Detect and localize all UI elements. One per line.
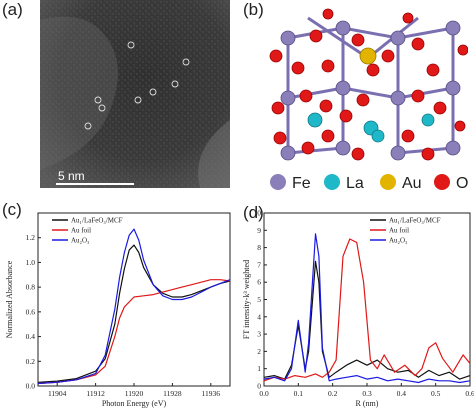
- y-axis-label: Normalized Absorbance: [5, 260, 14, 338]
- legend-label-1: Au foil: [71, 227, 91, 235]
- series-line-1: [37, 279, 231, 385]
- legend-label-1: Au foil: [389, 227, 409, 235]
- crystal-structure-canvas: [269, 8, 469, 161]
- x-tick-label-3: 0.3: [362, 389, 372, 398]
- y-axis-label: FT intensity-k³ weighted: [242, 260, 251, 339]
- legend-label-la: La: [346, 175, 364, 192]
- x-tick-label-4: 11936: [202, 389, 221, 398]
- x-tick-label-2: 11920: [125, 389, 144, 398]
- au-atom: [359, 47, 377, 65]
- bright-region-left: [40, 16, 118, 170]
- o-swatch-icon: [434, 174, 450, 190]
- la-atoms: [307, 112, 435, 143]
- panel-label-d: (d): [243, 203, 264, 222]
- legend-label-2: Au₂O₃: [389, 237, 408, 245]
- x-tick-label-4: 0.4: [397, 389, 407, 398]
- y-tick-label-2: 2: [257, 347, 261, 356]
- y-tick-label-3: 3: [257, 330, 261, 339]
- y-tick-label-3: 0.6: [26, 307, 36, 316]
- y-tick-label-10: 10: [254, 209, 262, 218]
- panel-label-b: (b): [243, 0, 264, 19]
- x-tick-label-5: 0.5: [431, 389, 441, 398]
- fe-swatch-icon: [270, 174, 286, 190]
- y-tick-label-0: 0: [257, 382, 261, 391]
- x-tick-label-0: 11904: [48, 389, 67, 398]
- y-tick-label-2: 0.4: [26, 332, 36, 341]
- y-tick-label-4: 0.8: [26, 283, 36, 292]
- single-atom-markers: [84, 41, 190, 130]
- y-tick-label-5: 5: [257, 295, 261, 304]
- legend-label-2: Au₂O₃: [71, 237, 90, 245]
- y-tick-label-9: 9: [257, 226, 261, 235]
- legend-item-la: La: [324, 174, 364, 192]
- crystal-structure: [268, 8, 469, 166]
- plot-frame: [37, 212, 231, 387]
- au-swatch-icon: [380, 174, 396, 190]
- plot-frame: [263, 212, 471, 387]
- y-tick-label-6: 1.2: [26, 233, 36, 242]
- legend-item-au: Au: [380, 174, 422, 192]
- x-tick-label-0: 0.0: [259, 389, 269, 398]
- legend-item-o: O: [434, 174, 468, 192]
- y-tick-label-5: 1.0: [26, 258, 36, 267]
- stem-image-canvas: 5 nm: [40, 0, 230, 188]
- x-axis-label: Photon Energy (eV): [102, 399, 167, 408]
- panel-label-c: (c): [2, 200, 22, 219]
- legend-label-fe: Fe: [292, 175, 311, 192]
- legend-label-au: Au: [402, 175, 422, 192]
- series-line-0: [263, 260, 471, 380]
- y-tick-label-1: 0.2: [26, 357, 36, 366]
- y-tick-label-8: 8: [257, 243, 261, 252]
- x-tick-label-3: 11928: [163, 389, 182, 398]
- x-tick-label-6: 0.6: [465, 389, 474, 398]
- x-tick-label-1: 0.1: [294, 389, 304, 398]
- la-swatch-icon: [324, 174, 340, 190]
- scale-bar-label: 5 nm: [58, 169, 85, 183]
- atom-legend: Fe La Au O: [270, 174, 468, 192]
- exafs-chart: 0.0 0.1 0.2 0.3 0.4 0.5 0.6 0 1 2 3 4 5 6 7 8 9 10 R (nm) F…: [242, 209, 474, 409]
- panel-label-a: (a): [2, 0, 23, 19]
- legend-label-0: Au₁/LaFeO₃/MCF: [71, 217, 123, 225]
- xanes-chart: 11904 11912 11920 11928 11936 0.0 0.2 0.4 0.6 0.8…: [5, 212, 231, 408]
- y-tick-label-1: 1: [257, 364, 261, 373]
- x-axis-label: R (nm): [356, 399, 379, 408]
- y-tick-label-6: 6: [257, 278, 261, 287]
- series-line-2: [37, 228, 231, 385]
- series-line-1: [263, 238, 471, 382]
- x-tick-label-2: 0.2: [328, 389, 338, 398]
- fe-atoms: [280, 20, 461, 161]
- o-atoms: [269, 8, 469, 161]
- y-tick-label-0: 0.0: [26, 382, 36, 391]
- legend-item-fe: Fe: [270, 174, 311, 192]
- stem-image: 5 nm: [40, 0, 230, 188]
- legend-label-0: Au₁/LaFeO₃/MCF: [389, 217, 441, 225]
- x-tick-label-1: 11912: [86, 389, 105, 398]
- scale-bar: [56, 183, 134, 185]
- y-tick-label-7: 7: [257, 260, 261, 269]
- series-line-2: [263, 233, 471, 384]
- legend-label-o: O: [456, 175, 468, 192]
- y-tick-label-4: 4: [257, 312, 261, 321]
- bright-region-corner: [198, 120, 230, 188]
- series-line-0: [37, 244, 231, 383]
